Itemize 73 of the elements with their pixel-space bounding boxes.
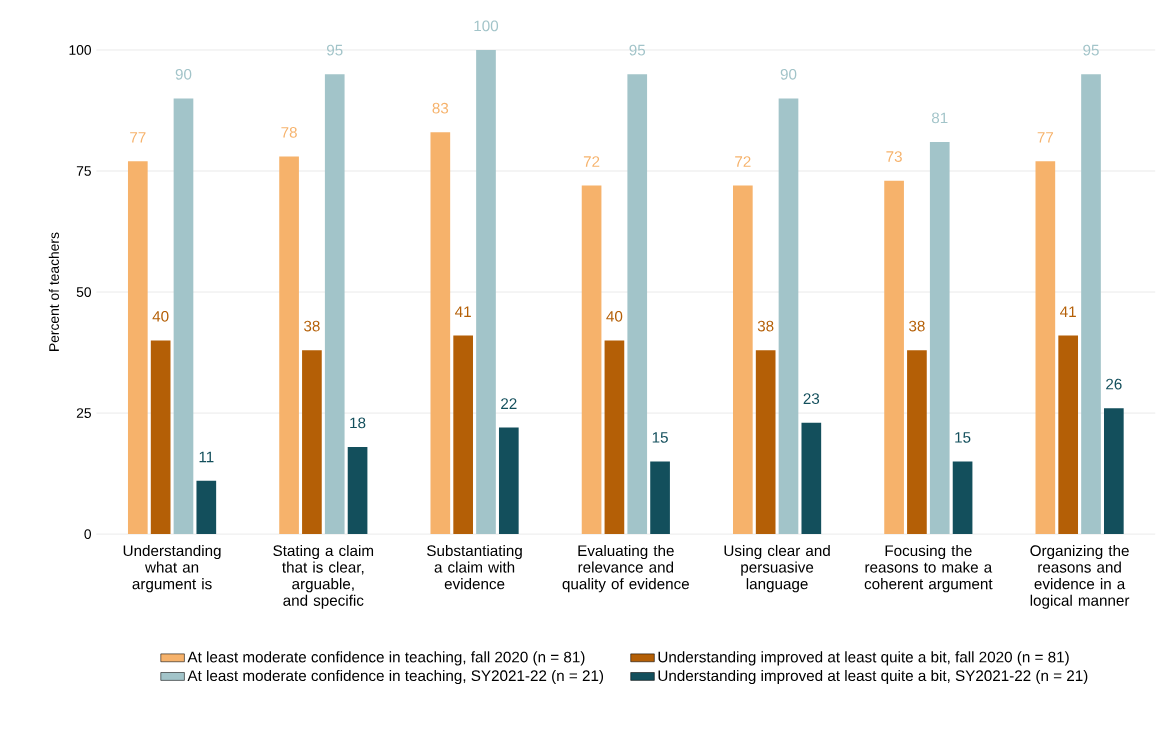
bar — [952, 461, 973, 534]
data-label: 83 — [432, 102, 449, 114]
legend-label: At least moderate confidence in teaching, fall 2020 (n = 81) — [187, 651, 585, 666]
x-tick-label: Stating a claim that is clear, arguable, and specific — [273, 544, 374, 609]
y-tick-label: 0 — [84, 529, 92, 539]
data-label: 90 — [175, 68, 192, 80]
data-label: 95 — [629, 44, 646, 56]
y-tick-label: 25 — [76, 408, 91, 418]
data-label: 90 — [780, 68, 797, 80]
bar — [1103, 408, 1124, 534]
bar — [650, 461, 670, 534]
data-label: 38 — [757, 320, 774, 332]
bar — [627, 74, 648, 534]
bar — [127, 161, 148, 534]
data-label: 73 — [886, 151, 902, 162]
bar — [1035, 161, 1056, 534]
bar — [604, 340, 625, 534]
bar — [324, 74, 345, 534]
data-label: 77 — [1037, 132, 1054, 143]
bar — [1081, 74, 1101, 534]
bar — [476, 49, 496, 534]
data-label: 15 — [955, 432, 971, 443]
data-label: 78 — [281, 126, 297, 138]
x-tick-label: Evaluating the relevance and quality of evidence — [562, 544, 689, 593]
data-label: 18 — [350, 417, 366, 429]
y-axis-title: Percent of teachers — [48, 232, 59, 351]
data-label: 41 — [1060, 306, 1076, 317]
data-label: 72 — [583, 156, 600, 167]
data-label: 100 — [474, 20, 499, 32]
y-tick-label: 100 — [69, 44, 92, 55]
x-tick-label: Using clear and persuasive language — [724, 544, 830, 593]
bar — [150, 340, 171, 534]
legend-label: Understanding improved at least quite a bit, SY2021-22 (n = 21) — [658, 669, 1088, 684]
bar — [302, 350, 322, 534]
data-label: 72 — [735, 156, 751, 167]
legend-label: At least moderate confidence in teaching, SY2021-22 (n = 21) — [187, 669, 604, 684]
data-label: 40 — [152, 310, 169, 322]
data-label: 95 — [1083, 44, 1099, 56]
x-tick-label: Focusing the reasons to make a coherent argument — [864, 544, 993, 593]
bar — [907, 350, 927, 534]
data-label: 22 — [501, 398, 517, 409]
x-tick-label: Organizing the reasons and evidence in a logical manner — [1030, 544, 1130, 609]
bar — [347, 446, 368, 534]
data-label: 77 — [130, 132, 146, 143]
data-label: 11 — [199, 451, 214, 463]
data-label: 41 — [455, 306, 471, 317]
x-tick-label: Substantiating a claim with evidence — [427, 544, 522, 590]
bar — [581, 185, 602, 534]
legend-label: Understanding improved at least quite a bit, fall 2020 (n = 81) — [658, 651, 1069, 666]
data-label: 95 — [326, 44, 343, 56]
bar — [173, 98, 194, 534]
bar — [929, 141, 950, 534]
data-label: 23 — [803, 393, 820, 404]
data-label: 81 — [931, 112, 948, 124]
bar — [755, 350, 776, 534]
data-label: 15 — [652, 432, 668, 443]
data-label: 38 — [304, 320, 320, 332]
data-label: 26 — [1106, 378, 1122, 390]
bar — [733, 185, 753, 534]
bar — [279, 156, 299, 534]
bar — [778, 98, 799, 534]
y-tick-label: 75 — [76, 166, 91, 176]
data-label: 38 — [909, 320, 925, 332]
bar — [430, 132, 451, 534]
bar — [196, 480, 217, 534]
bar — [453, 335, 473, 534]
y-tick-label: 50 — [76, 287, 92, 297]
x-tick-label: Understanding what an argument is — [123, 544, 221, 593]
bar — [884, 180, 904, 534]
bar — [498, 427, 519, 534]
data-label: 40 — [606, 310, 623, 322]
bar — [1058, 335, 1079, 534]
bar — [801, 422, 822, 534]
